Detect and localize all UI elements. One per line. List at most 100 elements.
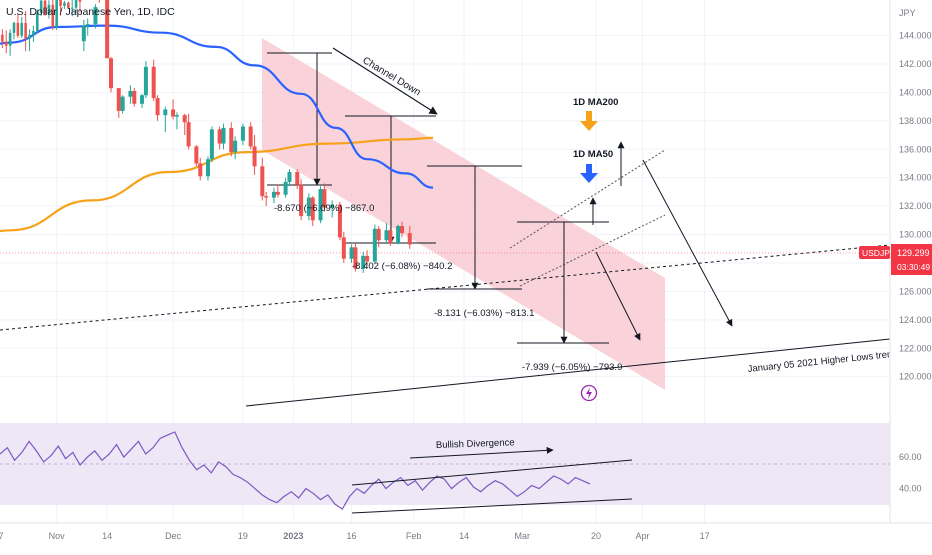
candles (1, 0, 412, 273)
candle-body (24, 23, 27, 39)
candle-body (318, 189, 323, 221)
higher-lows-trend-line (245, 338, 891, 407)
ticker-tag (859, 246, 890, 259)
candle-body (264, 196, 269, 198)
price-tick-label: 120.000 (899, 372, 932, 382)
candle-body (109, 58, 113, 89)
candle-body (198, 163, 203, 177)
candle-body (55, 0, 58, 27)
candle-body (51, 4, 55, 27)
candle-body (140, 95, 145, 104)
price-axis-unit: JPY (899, 8, 916, 18)
time-tick-label: 2023 (283, 531, 303, 541)
candle-body (299, 184, 304, 217)
candle-body (209, 129, 214, 160)
candle-body (372, 228, 377, 262)
candle-body (353, 247, 358, 269)
candle-body (275, 191, 280, 195)
candle-body (384, 230, 389, 241)
time-tick-label: Mar (515, 531, 531, 541)
time-tick-label: Feb (406, 531, 422, 541)
candle-body (39, 0, 43, 13)
rsi-divergence-lower (351, 498, 633, 514)
last-price-value: 129.299 (897, 248, 930, 258)
time-axis-ticks: 19Oct17Nov14Dec19202316Feb14Mar20Apr17 (0, 531, 710, 541)
candle-body (67, 2, 70, 8)
time-tick-label: Nov (49, 531, 66, 541)
candle-body (396, 226, 401, 244)
candle-body (376, 228, 381, 241)
candle-body (16, 22, 20, 36)
candle-body (1, 34, 4, 42)
candle-body (151, 66, 156, 99)
price-tick-label: 126.000 (899, 286, 932, 296)
candle-body (283, 181, 288, 195)
ticker-tag-text: USDJPY (862, 248, 896, 258)
time-tick-label: 16 (347, 531, 357, 541)
candle-body (337, 204, 342, 238)
candle-body (194, 146, 199, 164)
candle-body (59, 0, 62, 6)
candle-body (400, 226, 404, 234)
time-tick-label: 14 (102, 531, 112, 541)
candle-body (229, 127, 234, 153)
candle-body (132, 90, 137, 104)
dashed-support-line (0, 244, 891, 331)
rsi-divergence-upper (351, 459, 633, 486)
candle-body (128, 90, 133, 97)
candle-body (143, 66, 148, 96)
candle-body (43, 0, 47, 15)
lightning-icon[interactable] (580, 384, 598, 402)
ma50-label: 1D MA50 (573, 149, 613, 160)
candle-body (322, 189, 327, 208)
candle-body (252, 146, 257, 167)
candle-body (271, 191, 276, 198)
price-tick-label: 130.000 (899, 230, 932, 240)
candle-body (217, 129, 222, 144)
rsi-tick-label: 60.00 (899, 452, 922, 462)
candle-body (287, 171, 292, 182)
last-price-tag[interactable] (891, 244, 932, 275)
candle-body (116, 88, 121, 111)
last-price-countdown: 03:30:49 (897, 262, 930, 272)
ma200-label: 1D MA200 (573, 97, 618, 108)
candle-body (233, 140, 238, 153)
price-tick-label: 124.000 (899, 315, 932, 325)
candle-body (341, 237, 346, 259)
candle-body (4, 41, 8, 46)
candle-body (63, 2, 66, 6)
candle-body (248, 126, 253, 147)
projection-arrow-2 (642, 159, 733, 327)
bullish-divergence-label: Bullish Divergence (436, 437, 515, 451)
ma200-marker-icon (580, 111, 598, 131)
candle-body (330, 204, 335, 208)
time-tick-label: 17 (0, 531, 3, 541)
candle-body (388, 230, 393, 244)
measure-label-3: -8.131 (−6.03%) −813.1 (434, 308, 534, 319)
price-tick-label: 134.000 (899, 173, 932, 183)
candle-body (361, 255, 366, 269)
candle-body (93, 7, 98, 25)
time-tick-label: 14 (459, 531, 469, 541)
time-axis (0, 523, 932, 550)
candle-body (20, 23, 24, 36)
measure-label-1: -8.670 (−6.09%) −867.0 (274, 203, 374, 214)
time-tick-label: Apr (636, 531, 650, 541)
candle-body (32, 30, 35, 35)
candle-body (163, 109, 168, 116)
candle-body (182, 115, 187, 123)
candle-body (47, 4, 51, 15)
projection-arrow-1 (595, 251, 641, 341)
candle-body (306, 197, 311, 217)
candle-body (174, 115, 179, 117)
time-tick-label: 17 (700, 531, 710, 541)
dotted-channel-lower (519, 214, 666, 287)
candle-body (8, 32, 12, 46)
candle-body (221, 127, 226, 144)
candle-body (206, 159, 210, 177)
candle-body (74, 0, 78, 8)
price-tick-label: 144.000 (899, 31, 932, 41)
price-tick-label: 136.000 (899, 144, 932, 154)
